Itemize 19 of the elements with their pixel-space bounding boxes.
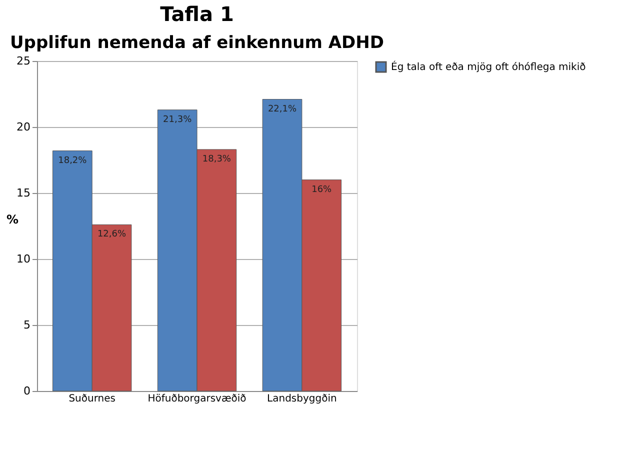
y-axis-title: %: [6, 212, 19, 226]
x-tick-label: Höfuðborgarsvæðið: [148, 394, 246, 404]
y-tick-label: 25: [16, 54, 30, 68]
y-tick-label: 0: [24, 384, 30, 398]
legend-label: Ég tala oft eða mjög oft óhóflega mikið: [391, 60, 586, 73]
y-tick-label: 15: [16, 186, 30, 200]
data-label: 18,3%: [202, 154, 232, 164]
data-label: 18,2%: [58, 156, 88, 166]
data-label: 21,3%: [163, 114, 192, 125]
data-label: 12,6%: [97, 230, 126, 240]
chart-title: Tafla 1: [160, 2, 234, 26]
x-tick-label: Landsbyggðin: [267, 394, 337, 404]
y-tick-label: 5: [24, 318, 30, 332]
x-tick-label: Suðurnes: [68, 394, 116, 404]
data-label: 22,1%: [268, 104, 297, 114]
chart-subtitle: Upplifun nemenda af einkennum ADHD: [10, 33, 384, 53]
data-label: 16%: [312, 184, 332, 195]
y-tick-label: 20: [16, 120, 30, 134]
y-tick-label: 10: [16, 252, 30, 266]
